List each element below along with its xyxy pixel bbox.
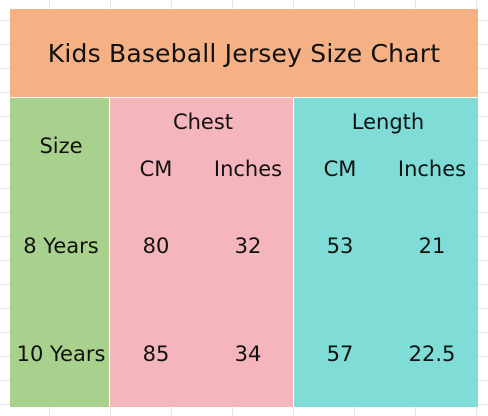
length-cm-header: CM: [323, 157, 357, 181]
chest-cm-cell: 80: [142, 234, 170, 258]
length-inches-header: Inches: [397, 157, 467, 181]
length-header: Length: [351, 110, 425, 134]
chest-column-group: [110, 98, 293, 407]
chest-inches-cell: 32: [234, 234, 262, 258]
chest-inches-cell: 34: [234, 342, 262, 366]
chest-cm-cell: 85: [142, 342, 170, 366]
size-header: Size: [39, 134, 83, 158]
length-column-group: [294, 98, 478, 407]
length-cm-cell: 53: [326, 234, 354, 258]
size-column: [10, 98, 109, 407]
chest-header: Chest: [172, 110, 234, 134]
chest-inches-header: Inches: [213, 157, 283, 181]
row-size-cell: 10 Years: [16, 342, 106, 366]
chest-cm-header: CM: [139, 157, 173, 181]
length-inches-cell: 21: [418, 234, 446, 258]
row-size-cell: 8 Years: [23, 234, 99, 258]
length-cm-cell: 57: [326, 342, 354, 366]
chart-title: Kids Baseball Jersey Size Chart: [10, 9, 478, 97]
size-chart-table: Kids Baseball Jersey Size Chart Size Che…: [10, 9, 478, 407]
length-inches-cell: 22.5: [408, 342, 456, 366]
